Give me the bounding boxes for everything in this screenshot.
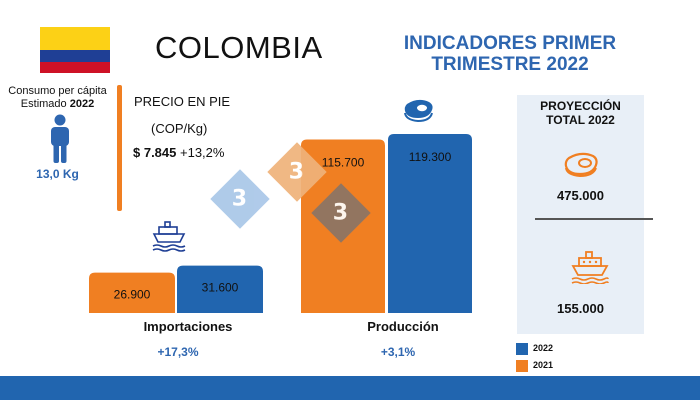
data-label-produccion-2021: 115.700 [322,155,365,169]
data-label-produccion-2022: 119.300 [409,150,452,164]
legend-label-2021: 2021 [533,360,554,370]
category-change: +17,3% [157,345,198,359]
category-label: Producción [367,319,439,334]
consumption-label: Consumo per cápita Estimado 2022 [0,85,115,111]
category-label: Importaciones [144,319,233,334]
price-title: PRECIO EN PIE [134,94,231,109]
bar-importaciones-2021 [89,272,175,313]
consumption-value: 13,0 Kg [36,167,79,181]
consumption-label-text: Estimado [20,98,70,110]
projection-panel [517,95,644,334]
bar-importaciones-2022 [177,265,263,313]
meat-icon [564,152,598,178]
projection-ship-value: 155.000 [557,301,604,316]
person-icon [51,114,69,163]
footer-bar [0,376,700,400]
watermark-digit-1: 3 [232,186,248,212]
projection-meat-value: 475.000 [557,188,604,203]
price-change: +13,2% [180,145,225,160]
report-title-line1: INDICADORES PRIMER [403,33,617,54]
report-title-line2: TRIMESTRE 2022 [431,54,589,75]
colombia-flag [40,27,110,73]
price-value: $ 7.845 [133,145,177,160]
projection-title: PROYECCIÓN TOTAL 2022 [517,99,644,127]
projection-title-line2: TOTAL 2022 [546,113,615,127]
consumption-label-line2: Estimado 2022 [0,98,115,111]
price-unit: (COP/Kg) [151,121,208,136]
legend-swatch-2022 [516,343,528,355]
data-label-importaciones-2021: 26.900 [114,288,151,302]
legend-label-2022: 2022 [533,343,554,353]
report-title: INDICADORES PRIMER TRIMESTRE 2022 [370,33,650,75]
category-change: +3,1% [381,345,416,359]
legend-swatch-2021 [516,360,528,372]
flag-blue-stripe [40,50,110,62]
watermark-digit-3: 3 [333,200,349,226]
projection-title-line1: PROYECCIÓN [540,99,621,113]
flag-red-stripe [40,61,110,73]
accent-divider [117,85,122,211]
projection-divider [535,218,653,220]
watermark-digit-2: 3 [289,159,305,185]
meat-icon [404,99,433,123]
ship-icon [571,251,609,284]
ship-icon [152,221,186,252]
flag-yellow-stripe [40,27,110,50]
country-title: COLOMBIA [155,30,323,65]
bar-produccion-2022 [388,134,472,313]
price-line: $ 7.845 +13,2% [133,145,224,160]
consumption-label-year: 2022 [69,98,95,110]
consumption-label-line1: Consumo per cápita [8,85,107,97]
data-label-importaciones-2022: 31.600 [202,281,239,295]
